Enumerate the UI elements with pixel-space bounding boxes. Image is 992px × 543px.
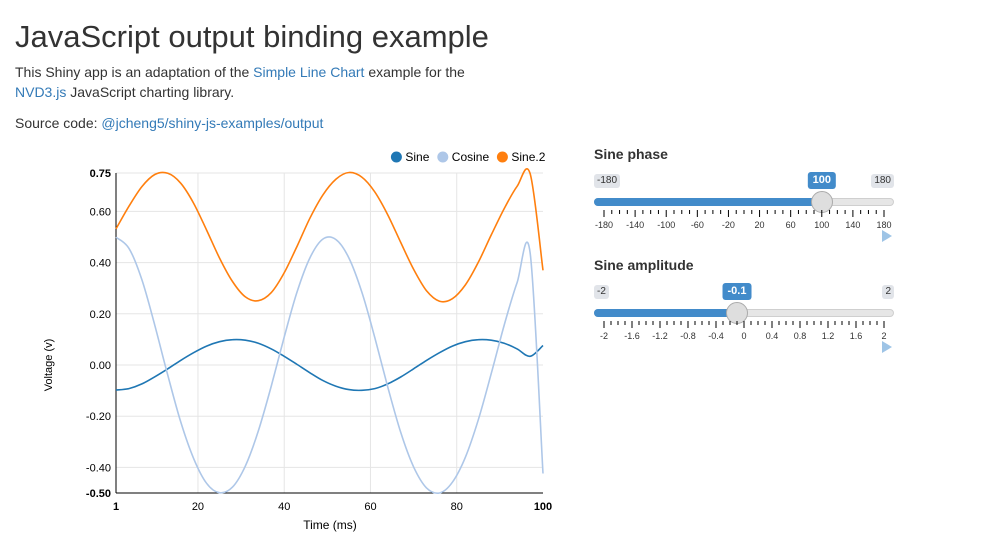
slider-tick-label: 60 xyxy=(786,220,796,230)
y-tick-label: -0.40 xyxy=(86,462,111,474)
slider-tick-label: 140 xyxy=(845,220,860,230)
sine-amplitude-max: 2 xyxy=(882,285,894,299)
slider-tick-label: -140 xyxy=(626,220,644,230)
page-title: JavaScript output binding example xyxy=(15,19,489,54)
x-tick-label: 100 xyxy=(534,501,552,513)
simple-line-chart-link[interactable]: Simple Line Chart xyxy=(253,64,365,80)
intro-prefix: This Shiny app is an adaptation of the xyxy=(15,64,254,80)
source-code-link[interactable]: @jcheng5/shiny-js-examples/output xyxy=(101,115,324,131)
sine-amplitude-value: -0.1 xyxy=(722,283,752,300)
slider-tick-label: 2 xyxy=(881,331,886,341)
y-tick-label: 0.40 xyxy=(90,258,111,270)
sine-phase-value: 100 xyxy=(807,172,836,189)
slider-tick-label: -100 xyxy=(657,220,675,230)
chart-axes: 0.75 0.60 0.40 0.20 0.00 -0.20 -0.40 -0.501 20 40… xyxy=(86,168,552,513)
source-code-line: Source code: @jcheng5/shiny-js-examples/… xyxy=(15,113,323,133)
sine-phase-min: -180 xyxy=(594,174,621,188)
sine-phase-play-icon[interactable] xyxy=(882,230,892,242)
x-tick-label: 60 xyxy=(364,501,376,513)
y-tick-label: 0.60 xyxy=(90,206,111,218)
sine-phase-tick-grid: -180 -140 -100 -60 -20 20 60 100 140 180 xyxy=(595,210,892,230)
sine-phase-fill xyxy=(594,198,822,206)
series-line-cosine xyxy=(115,236,544,495)
sine-amplitude-label: Sine amplitude xyxy=(594,257,694,273)
legend-dot-icon xyxy=(437,151,449,163)
slider-tick-label: 180 xyxy=(876,220,891,230)
slider-tick-label: 1.6 xyxy=(850,331,863,341)
slider-tick-label: -0.8 xyxy=(680,331,696,341)
legend-label: Cosine xyxy=(452,150,490,164)
sine-amplitude-min: -2 xyxy=(594,285,609,299)
series-line-sine-2 xyxy=(115,167,544,303)
y-tick-label: -0.50 xyxy=(86,488,111,500)
sine-amplitude-slider[interactable]: Sine amplitude -2 2 -0.1 -2 -1.6 -1.2 -0.8-… xyxy=(594,257,894,367)
y-axis-label: Voltage (v) xyxy=(43,339,55,392)
x-tick-label: 40 xyxy=(278,501,290,513)
slider-tick-label: 100 xyxy=(814,220,829,230)
slider-tick-label: -180 xyxy=(595,220,613,230)
sine-amplitude-fill xyxy=(594,309,737,317)
x-tick-label: 20 xyxy=(192,501,204,513)
legend-item[interactable]: Sine.2 xyxy=(496,150,546,164)
slider-tick-label: -20 xyxy=(722,220,735,230)
slider-tick-label: 20 xyxy=(755,220,765,230)
source-prefix: Source code: xyxy=(15,115,102,131)
slider-tick-label: 1.2 xyxy=(822,331,835,341)
x-tick-label: 1 xyxy=(113,501,119,513)
intro-suffix: JavaScript charting library. xyxy=(66,84,235,100)
sine-phase-slider[interactable]: Sine phase -180 180 100 -180 -140 -100 -60-… xyxy=(594,146,894,256)
chart-legend: Sine Cosine Sine.2 xyxy=(390,150,546,164)
legend-dot-icon xyxy=(496,151,508,163)
y-tick-label: -0.20 xyxy=(86,411,111,423)
sine-phase-max: 180 xyxy=(871,174,894,188)
slider-tick-label: 0 xyxy=(741,331,746,341)
slider-tick-label: 0.4 xyxy=(766,331,779,341)
slider-tick-label: -60 xyxy=(691,220,704,230)
intro-middle: example for the xyxy=(364,64,465,80)
slider-tick-label: -0.4 xyxy=(708,331,724,341)
series-line-sine xyxy=(115,338,544,392)
slider-tick-label: -1.6 xyxy=(624,331,640,341)
x-tick-label: 80 xyxy=(451,501,463,513)
sine-amplitude-tick-grid: -2 -1.6 -1.2 -0.8 -0.4 0 0.4 0.8 1.2 1.6 2 xyxy=(600,321,887,341)
slider-tick-label: 0.8 xyxy=(794,331,807,341)
line-chart: 0.75 0.60 0.40 0.20 0.00 -0.20 -0.40 -0.501 20 40… xyxy=(43,150,552,532)
x-axis-label: Time (ms) xyxy=(303,518,357,532)
sine-amplitude-play-icon[interactable] xyxy=(882,341,892,353)
y-tick-label: 0.00 xyxy=(90,360,111,372)
legend-label: Sine.2 xyxy=(511,150,545,164)
y-tick-label: 0.20 xyxy=(90,309,111,321)
intro-paragraph: This Shiny app is an adaptation of the S… xyxy=(15,62,485,102)
y-tick-label: 0.75 xyxy=(90,168,111,180)
sine-phase-label: Sine phase xyxy=(594,146,668,162)
chart-series xyxy=(115,167,544,495)
legend-label: Sine xyxy=(405,150,429,164)
chart-grid xyxy=(116,172,543,494)
slider-tick-label: -1.2 xyxy=(652,331,668,341)
legend-item[interactable]: Sine xyxy=(390,150,430,164)
slider-tick-label: -2 xyxy=(600,331,608,341)
legend-dot-icon xyxy=(390,151,402,163)
nvd3-link[interactable]: NVD3.js xyxy=(15,84,67,100)
legend-item[interactable]: Cosine xyxy=(437,150,489,164)
